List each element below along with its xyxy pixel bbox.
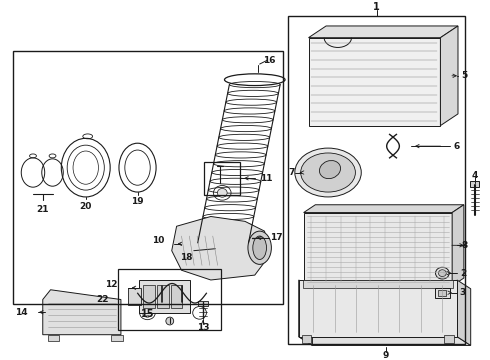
Ellipse shape xyxy=(295,148,361,197)
Bar xyxy=(288,15,465,345)
Polygon shape xyxy=(457,280,471,346)
Text: 8: 8 xyxy=(462,241,468,250)
Text: 16: 16 xyxy=(263,56,276,65)
Polygon shape xyxy=(299,337,471,346)
Text: 13: 13 xyxy=(197,323,209,332)
Bar xyxy=(303,280,453,288)
Polygon shape xyxy=(304,205,464,212)
Bar xyxy=(470,181,480,187)
Ellipse shape xyxy=(301,153,355,192)
Ellipse shape xyxy=(253,236,267,260)
Bar xyxy=(171,285,182,308)
Ellipse shape xyxy=(439,270,446,276)
Text: 4: 4 xyxy=(471,171,478,180)
Ellipse shape xyxy=(319,161,341,179)
Bar xyxy=(198,301,208,306)
Text: 20: 20 xyxy=(79,202,92,211)
Text: 22: 22 xyxy=(96,295,108,304)
Text: 7: 7 xyxy=(289,168,295,177)
Bar xyxy=(128,288,142,305)
Polygon shape xyxy=(452,205,464,286)
Polygon shape xyxy=(441,26,458,126)
Text: 15: 15 xyxy=(141,309,155,319)
Text: 11: 11 xyxy=(260,174,272,183)
Text: 5: 5 xyxy=(462,71,468,80)
Text: 3: 3 xyxy=(460,288,466,297)
Text: 12: 12 xyxy=(105,280,118,289)
Polygon shape xyxy=(309,26,458,38)
Ellipse shape xyxy=(143,309,152,317)
Text: 19: 19 xyxy=(131,197,144,206)
Bar xyxy=(13,51,283,304)
Ellipse shape xyxy=(219,234,246,242)
Polygon shape xyxy=(299,280,313,346)
Text: 9: 9 xyxy=(383,351,389,360)
Bar xyxy=(444,335,454,342)
Bar xyxy=(157,285,169,308)
Text: 14: 14 xyxy=(16,308,28,317)
Text: 2: 2 xyxy=(460,269,466,278)
Text: 21: 21 xyxy=(37,205,49,214)
Text: 6: 6 xyxy=(454,141,460,150)
Bar xyxy=(302,335,312,342)
Bar xyxy=(111,335,123,341)
Text: 17: 17 xyxy=(270,234,283,243)
Ellipse shape xyxy=(248,231,271,264)
Ellipse shape xyxy=(436,267,449,279)
Bar xyxy=(299,280,457,337)
Bar xyxy=(48,335,59,341)
Polygon shape xyxy=(172,216,270,280)
Bar xyxy=(140,280,190,313)
Text: 18: 18 xyxy=(180,253,192,262)
Bar xyxy=(144,285,155,308)
Bar xyxy=(309,38,441,126)
Ellipse shape xyxy=(166,317,173,325)
Polygon shape xyxy=(43,290,121,335)
Ellipse shape xyxy=(218,188,227,197)
Text: 10: 10 xyxy=(151,237,164,246)
Bar xyxy=(304,212,452,286)
Bar xyxy=(435,288,450,298)
Text: 1: 1 xyxy=(373,2,380,12)
Bar xyxy=(439,290,446,296)
Bar xyxy=(118,269,221,330)
Bar xyxy=(204,162,240,195)
